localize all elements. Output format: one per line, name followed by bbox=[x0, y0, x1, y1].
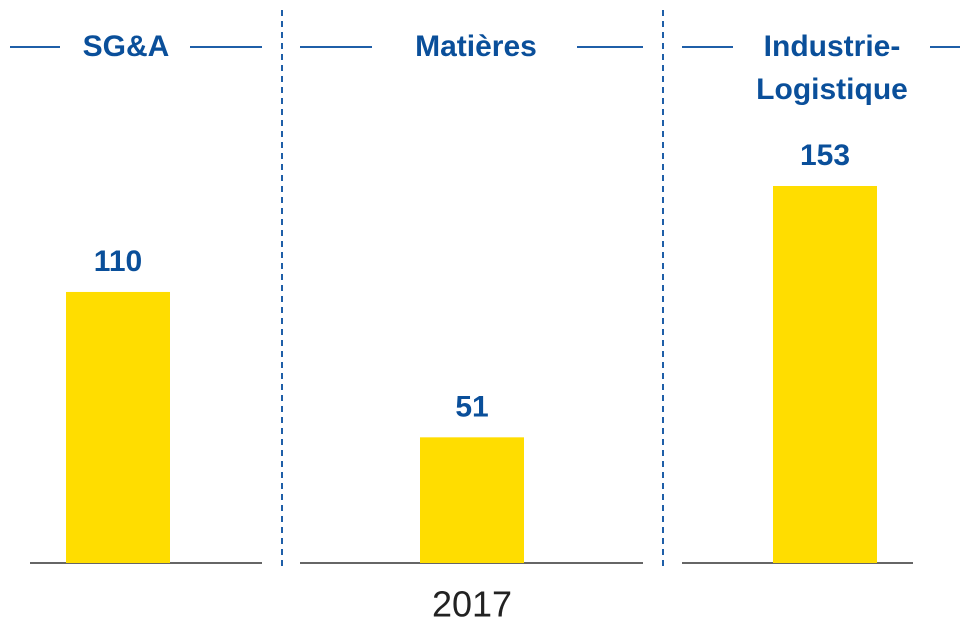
x-label: 2017 bbox=[432, 584, 512, 622]
value-label: 153 bbox=[800, 139, 850, 172]
category-header: Industrie-Logistique bbox=[756, 30, 908, 106]
bar bbox=[66, 291, 170, 563]
category-header: Matières bbox=[415, 30, 537, 63]
bar bbox=[773, 186, 877, 563]
value-label: 110 bbox=[94, 245, 142, 278]
value-label: 51 bbox=[455, 390, 488, 423]
bar bbox=[420, 437, 524, 563]
category-header: SG&A bbox=[82, 30, 170, 63]
